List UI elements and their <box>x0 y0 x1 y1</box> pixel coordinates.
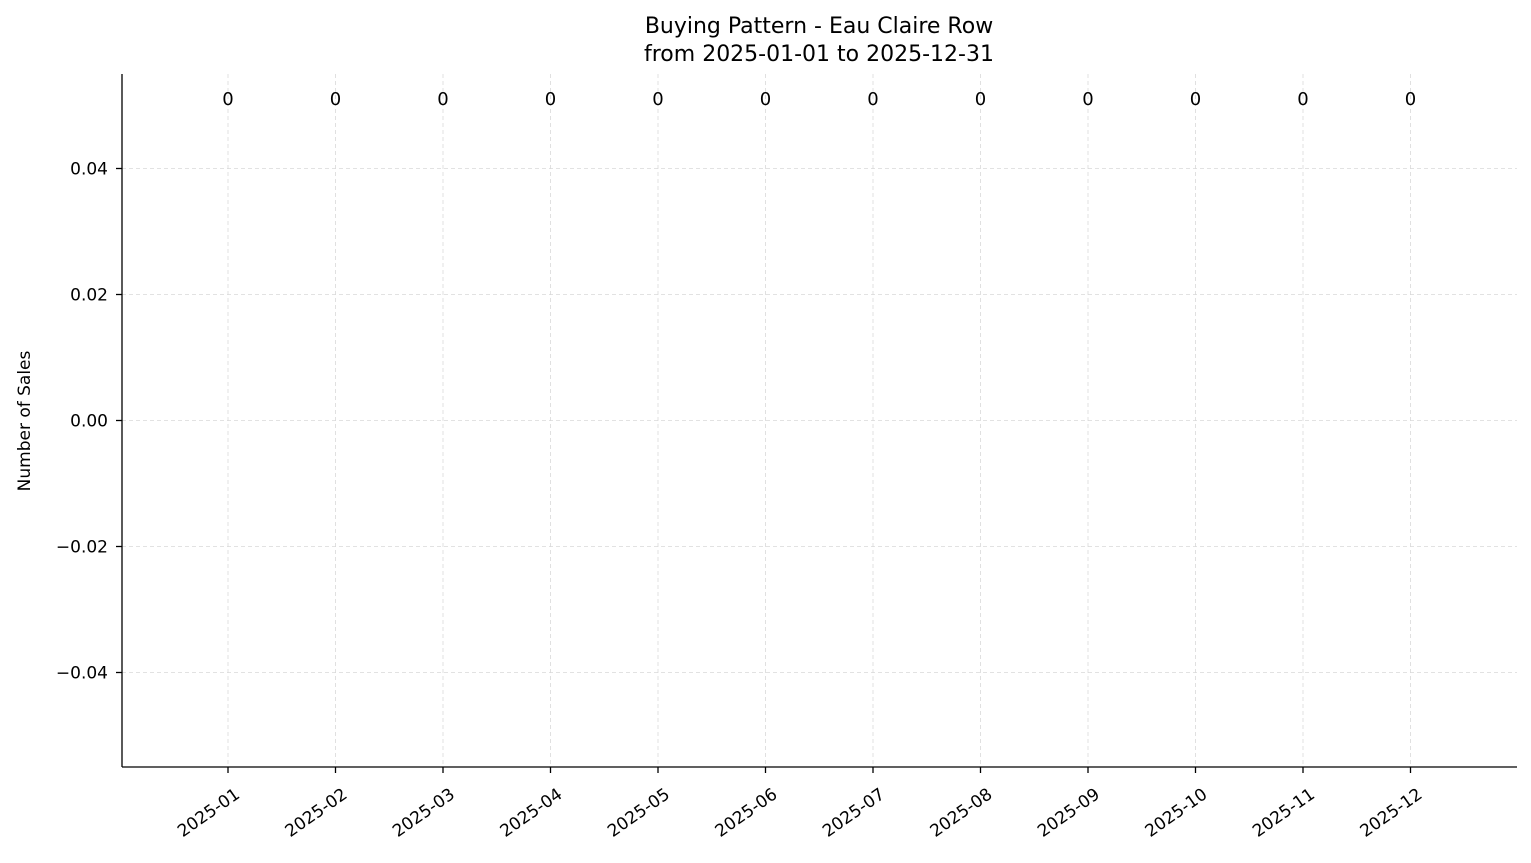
x-tick-label: 2025-07 <box>819 785 889 842</box>
bar-value-label: 0 <box>975 89 986 110</box>
x-tick-label: 2025-02 <box>282 785 352 842</box>
x-tick-label: 2025-08 <box>927 785 997 842</box>
bar-value-label: 0 <box>222 89 233 110</box>
chart-title: Buying Pattern - Eau Claire Row <box>645 14 993 39</box>
bar-value-label: 0 <box>545 89 556 110</box>
y-tick-label: 0.02 <box>70 286 108 306</box>
y-tick-label: 0.04 <box>70 160 108 180</box>
data-labels: 0 0 0 0 0 0 0 0 0 0 0 0 <box>222 89 1416 110</box>
x-tick-label: 2025-12 <box>1357 785 1427 842</box>
y-tick-label: 0.00 <box>70 412 108 432</box>
bar-value-label: 0 <box>1297 89 1308 110</box>
x-tick-label: 2025-05 <box>604 785 674 842</box>
x-tick-label: 2025-11 <box>1249 785 1319 842</box>
y-tick-label: −0.02 <box>56 538 108 558</box>
bar-value-label: 0 <box>437 89 448 110</box>
y-axis-label: Number of Sales <box>15 350 35 491</box>
y-tick-label: −0.04 <box>56 664 108 684</box>
chart-subtitle: from 2025-01-01 to 2025-12-31 <box>644 42 994 67</box>
x-tick-label: 2025-10 <box>1142 785 1212 842</box>
grid <box>122 74 1517 767</box>
x-tick-label: 2025-06 <box>712 785 782 842</box>
x-tick-label: 2025-01 <box>174 785 244 842</box>
bar-value-label: 0 <box>1405 89 1416 110</box>
bar-value-label: 0 <box>1190 89 1201 110</box>
bar-value-label: 0 <box>330 89 341 110</box>
bar-value-label: 0 <box>652 89 663 110</box>
x-tick-label: 2025-03 <box>389 785 459 842</box>
bar-value-label: 0 <box>867 89 878 110</box>
bar-value-label: 0 <box>760 89 771 110</box>
x-tick-label: 2025-09 <box>1034 785 1104 842</box>
x-tick-label: 2025-04 <box>497 785 567 842</box>
bar-value-label: 0 <box>1082 89 1093 110</box>
ticks: 0.04 0.02 0.00 −0.02 −0.04 2025-01 2025-02 2025… <box>56 160 1426 842</box>
